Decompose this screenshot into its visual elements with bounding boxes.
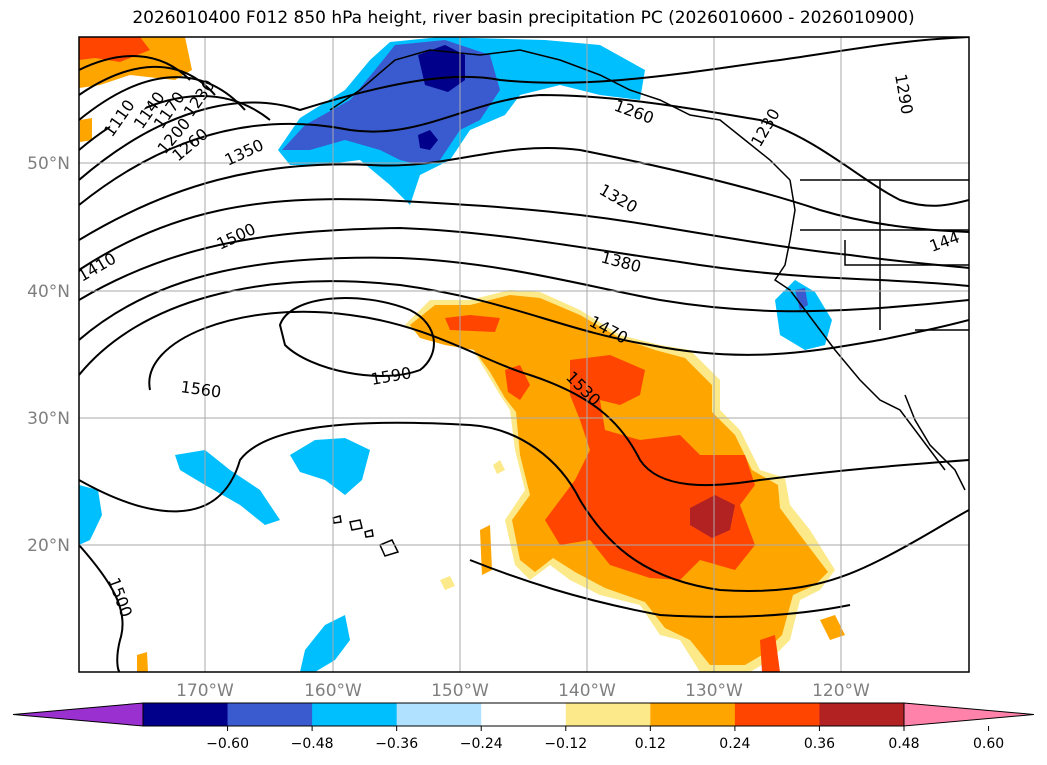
southwest-negative-region [79, 485, 102, 545]
colorbar-segment [819, 703, 905, 726]
hawaii-north-negative-region-2 [290, 438, 370, 495]
small-positive-spot-7 [440, 576, 455, 590]
california-negative-region [775, 280, 832, 350]
contour-line [79, 280, 969, 376]
colorbar-tick-label: −0.36 [375, 736, 418, 752]
colorbar-segment [650, 703, 736, 726]
colorbar-tick-label: 0.12 [635, 736, 666, 752]
plot-frame [78, 36, 970, 673]
contour-line [79, 93, 969, 207]
contour-line [79, 37, 969, 181]
latitude-axis-labels: 50°N 40°N 30°N 20°N [27, 154, 70, 556]
contour-line [278, 297, 435, 377]
small-strong-positive-patch-2 [445, 315, 500, 332]
contour-line [79, 421, 969, 592]
colorbar-tick-label: −0.48 [291, 736, 334, 752]
colorbar-segment [227, 703, 313, 726]
contour-line [79, 146, 969, 241]
colorbar-tick-label: 0.24 [719, 736, 750, 752]
gulf-of-alaska-extreme-negative-core [418, 45, 465, 92]
colorbar-tick-label: 0.60 [973, 736, 1004, 752]
small-positive-spot-5 [80, 118, 92, 142]
contour-line [79, 65, 216, 96]
colorbar-under-triangle [12, 702, 144, 727]
small-positive-spot-2 [820, 615, 845, 640]
alaska-coastline [329, 49, 791, 181]
north-america-west-coastline [773, 179, 946, 471]
lon-label-140w: 140°W [558, 681, 616, 701]
small-positive-spot-1 [480, 525, 492, 575]
lon-label-170w: 170°W [176, 681, 234, 701]
colorbar-tick-label: −0.60 [206, 736, 249, 752]
contour-line [79, 76, 246, 121]
colorbar-segment [312, 703, 398, 726]
contour-line [79, 544, 124, 672]
colorbar: −0.60 −0.48 −0.36 −0.24 −0.12 0.12 0.24 0.36 0.4… [12, 702, 1035, 752]
colorbar-tick-label: −0.12 [544, 736, 587, 752]
contour-line [148, 310, 969, 487]
map-title: 2026010400 F012 850 hPa height, river ba… [132, 8, 915, 28]
california-strong-negative-spot [795, 288, 808, 310]
baja-coastline [904, 394, 966, 491]
lon-label-150w: 150°W [431, 681, 489, 701]
lat-label-40n: 40°N [27, 282, 70, 302]
colorbar-segment [734, 703, 820, 726]
colorbar-segment [565, 703, 651, 726]
colorbar-segment [396, 703, 482, 726]
lon-label-160w: 160°W [304, 681, 362, 701]
lon-label-120w: 120°W [812, 681, 870, 701]
contour-line [79, 198, 969, 271]
small-extreme-negative-spot [418, 130, 438, 150]
small-positive-spot-4 [137, 652, 148, 672]
lat-label-30n: 30°N [27, 409, 70, 429]
south-negative-region [300, 615, 350, 672]
gridlines [79, 37, 969, 672]
colorbar-over-triangle [903, 702, 1035, 727]
contour-line [79, 95, 271, 151]
inland-border [800, 179, 969, 331]
colorbar-segment [481, 703, 567, 726]
longitude-axis-labels: 170°W 160°W 150°W 140°W 130°W 120°W [176, 681, 870, 701]
coastlines [329, 49, 969, 557]
hawaii-island-4 [364, 529, 374, 538]
hawaii-island-2 [349, 519, 363, 531]
lat-label-50n: 50°N [27, 154, 70, 174]
contour-line [469, 559, 851, 618]
lon-label-130w: 130°W [685, 681, 743, 701]
extreme-positive-core [690, 495, 735, 538]
colorbar-tick-label: 0.36 [804, 736, 835, 752]
hawaii-island [378, 539, 400, 557]
colorbar-frame [142, 702, 905, 727]
lat-label-20n: 20°N [27, 536, 70, 556]
hawaii-island-3 [332, 515, 342, 524]
colorbar-tick-label: −0.24 [460, 736, 503, 752]
colorbar-tick-label: 0.48 [888, 736, 919, 752]
small-positive-spot-3 [760, 635, 780, 672]
colorbar-segment [143, 703, 229, 726]
small-positive-spot-6 [493, 460, 505, 474]
